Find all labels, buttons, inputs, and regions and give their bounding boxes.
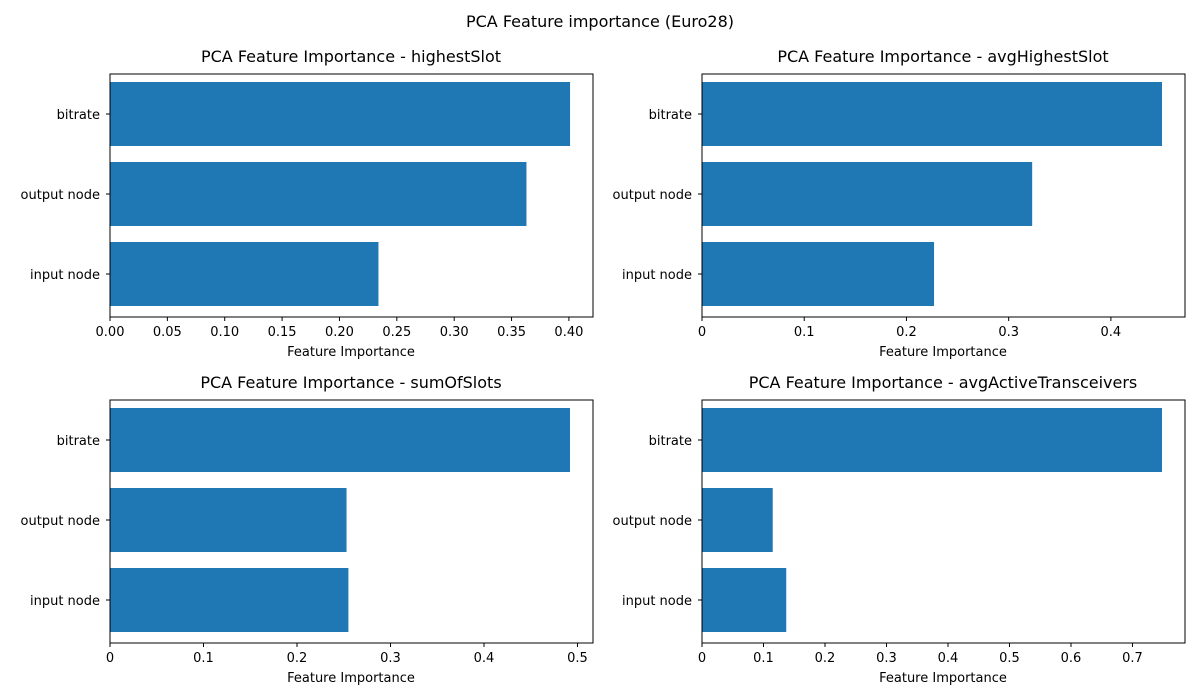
bar-bitrate <box>110 408 570 472</box>
y-tick-label: output node <box>613 514 692 529</box>
bar-input-node <box>702 242 935 306</box>
x-tick-label: 0.5 <box>999 651 1020 666</box>
x-axis-label: Feature Importance <box>879 345 1007 360</box>
chart-panel-sum-of-slots: PCA Feature Importance - sumOfSlots bitr… <box>21 373 594 686</box>
chart-panel-avg-active-transceivers: PCA Feature Importance - avgActiveTransc… <box>613 373 1186 686</box>
x-tick-label: 0.2 <box>896 325 917 340</box>
y-tick-label: bitrate <box>649 434 692 449</box>
x-tick-label: 0.2 <box>287 651 308 666</box>
x-tick-label: 0.35 <box>497 325 526 340</box>
chart-title: PCA Feature Importance - sumOfSlots <box>200 373 501 392</box>
chart-panel-highest-slot: PCA Feature Importance - highestSlot bit… <box>21 47 594 360</box>
x-tick-label: 0.40 <box>554 325 583 340</box>
bar-input-node <box>110 242 379 306</box>
y-tick-label: input node <box>30 594 100 609</box>
axes-frame <box>109 399 594 644</box>
figure-suptitle: PCA Feature importance (Euro28) <box>466 12 734 31</box>
y-tick-label: output node <box>613 188 692 203</box>
bar-bitrate <box>702 82 1162 146</box>
axes-frame <box>109 73 594 318</box>
x-tick-label: 0.25 <box>382 325 411 340</box>
x-axis-label: Feature Importance <box>287 671 415 686</box>
x-tick-label: 0.05 <box>153 325 182 340</box>
bar-output-node <box>110 488 347 552</box>
bar-bitrate <box>110 82 571 146</box>
y-tick-label: output node <box>21 188 100 203</box>
x-axis-label: Feature Importance <box>879 671 1007 686</box>
axes-frame <box>701 73 1186 318</box>
y-tick-label: output node <box>21 514 100 529</box>
x-tick-label: 0.30 <box>440 325 469 340</box>
chart-title: PCA Feature Importance - highestSlot <box>201 47 501 66</box>
x-tick-label: 0.7 <box>1122 651 1143 666</box>
x-tick-label: 0.6 <box>1061 651 1082 666</box>
x-tick-label: 0.00 <box>96 325 125 340</box>
x-tick-label: 0.1 <box>794 325 815 340</box>
x-tick-label: 0.4 <box>938 651 959 666</box>
bar-output-node <box>702 162 1033 226</box>
y-tick-label: input node <box>30 268 100 283</box>
x-tick-label: 0.3 <box>380 651 401 666</box>
y-tick-label: bitrate <box>649 108 692 123</box>
axes-frame <box>701 399 1186 644</box>
x-tick-label: 0.15 <box>268 325 297 340</box>
x-tick-label: 0.20 <box>325 325 354 340</box>
bar-bitrate <box>702 408 1162 472</box>
bar-input-node <box>702 568 787 632</box>
x-tick-label: 0 <box>106 651 114 666</box>
x-tick-label: 0.5 <box>567 651 588 666</box>
bar-output-node <box>702 488 773 552</box>
bar-input-node <box>110 568 349 632</box>
x-tick-label: 0.2 <box>815 651 836 666</box>
chart-title: PCA Feature Importance - avgHighestSlot <box>777 47 1108 66</box>
y-tick-label: bitrate <box>57 434 100 449</box>
x-tick-label: 0.1 <box>193 651 214 666</box>
x-tick-label: 0.4 <box>474 651 495 666</box>
x-tick-label: 0 <box>698 651 706 666</box>
x-tick-label: 0.3 <box>998 325 1019 340</box>
x-axis-label: Feature Importance <box>287 345 415 360</box>
chart-title: PCA Feature Importance - avgActiveTransc… <box>749 373 1138 392</box>
bar-output-node <box>110 162 527 226</box>
x-tick-label: 0 <box>698 325 706 340</box>
y-tick-label: bitrate <box>57 108 100 123</box>
y-tick-label: input node <box>622 268 692 283</box>
x-tick-label: 0.4 <box>1101 325 1122 340</box>
y-tick-label: input node <box>622 594 692 609</box>
x-tick-label: 0.10 <box>210 325 239 340</box>
x-tick-label: 0.1 <box>753 651 774 666</box>
chart-panel-avg-highest-slot: PCA Feature Importance - avgHighestSlot … <box>613 47 1186 360</box>
x-tick-label: 0.3 <box>876 651 897 666</box>
